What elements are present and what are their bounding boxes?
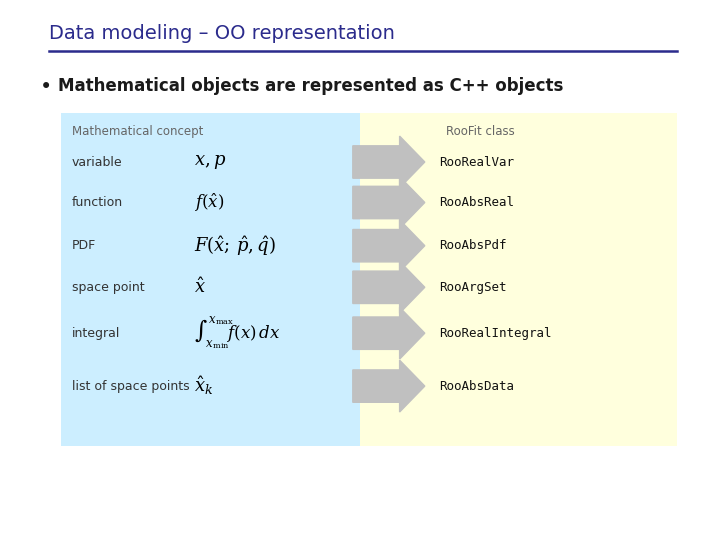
Text: Mathematical objects are represented as C++ objects: Mathematical objects are represented as … — [58, 77, 563, 94]
Text: function: function — [72, 196, 123, 209]
Text: RooFit class: RooFit class — [446, 125, 515, 138]
Text: RooAbsReal: RooAbsReal — [439, 196, 514, 209]
Text: •: • — [40, 77, 52, 97]
Text: Mathematical concept: Mathematical concept — [72, 125, 203, 138]
Text: $\hat{x}_k$: $\hat{x}_k$ — [194, 375, 214, 397]
Text: Data modeling – OO representation: Data modeling – OO representation — [49, 24, 395, 43]
FancyBboxPatch shape — [61, 113, 360, 446]
Polygon shape — [353, 307, 425, 359]
Text: $F(\hat{x};\,\hat{p},\hat{q})$: $F(\hat{x};\,\hat{p},\hat{q})$ — [194, 234, 276, 258]
Text: RooAbsPdf: RooAbsPdf — [439, 239, 507, 252]
Text: $x, p$: $x, p$ — [194, 153, 227, 171]
Polygon shape — [353, 177, 425, 228]
Text: RooArgSet: RooArgSet — [439, 281, 507, 294]
Polygon shape — [353, 220, 425, 272]
Polygon shape — [353, 360, 425, 412]
FancyBboxPatch shape — [360, 113, 677, 446]
Text: variable: variable — [72, 156, 122, 168]
Text: $\int_{x_{\rm min}}^{x_{\rm max}}\!\! f(x)\,dx$: $\int_{x_{\rm min}}^{x_{\rm max}}\!\! f(… — [194, 314, 281, 352]
Text: RooRealIntegral: RooRealIntegral — [439, 327, 552, 340]
Polygon shape — [353, 261, 425, 313]
Text: space point: space point — [72, 281, 145, 294]
Text: list of space points: list of space points — [72, 380, 189, 393]
Text: $\hat{x}$: $\hat{x}$ — [194, 278, 207, 297]
Text: PDF: PDF — [72, 239, 96, 252]
Text: RooAbsData: RooAbsData — [439, 380, 514, 393]
Text: $f(\hat{x})$: $f(\hat{x})$ — [194, 192, 225, 213]
Polygon shape — [353, 136, 425, 188]
Text: RooRealVar: RooRealVar — [439, 156, 514, 168]
Text: integral: integral — [72, 327, 120, 340]
